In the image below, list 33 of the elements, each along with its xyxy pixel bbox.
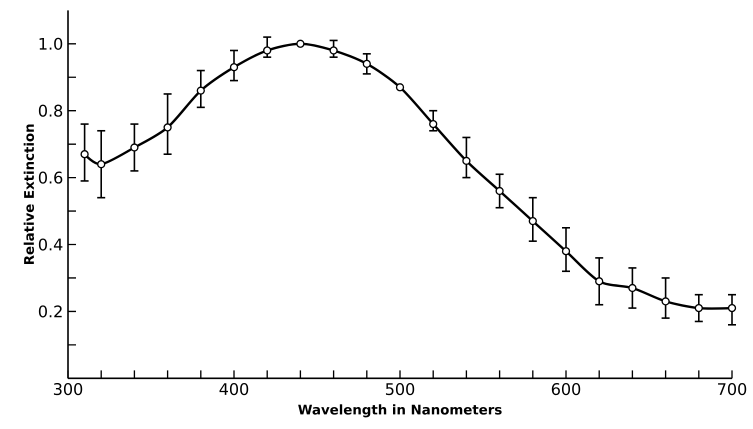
point [728, 304, 736, 312]
point [694, 304, 703, 312]
point [528, 216, 537, 226]
point [362, 60, 371, 68]
point [661, 297, 670, 306]
y-tick-label: 0.6 [38, 172, 62, 184]
point [230, 63, 238, 72]
y-tick-label: 0.2 [38, 305, 62, 318]
point [429, 120, 438, 128]
x-tick-label: 600 [552, 383, 580, 396]
point [396, 83, 404, 92]
point [296, 40, 305, 48]
point [562, 247, 570, 256]
y-tick-label: 1.0 [40, 38, 62, 50]
y-axis-title: Relative Extinction [24, 124, 34, 264]
point [130, 143, 139, 152]
point [329, 46, 338, 55]
point [628, 284, 637, 292]
y-tick-label: 0.4 [38, 238, 62, 251]
point [462, 156, 471, 166]
x-tick-label: 700 [718, 383, 746, 396]
x-tick-label: 500 [386, 383, 414, 396]
point [263, 46, 272, 55]
point [80, 150, 89, 158]
point [196, 86, 205, 95]
x-axis-title: Wavelength in Nanometers [298, 404, 502, 418]
y-tick-label: 0.8 [38, 104, 62, 117]
point [495, 186, 504, 196]
point [163, 123, 172, 132]
point [97, 160, 106, 168]
x-tick-label: 300 [54, 383, 82, 396]
x-tick-label: 400 [220, 383, 248, 396]
point [595, 277, 604, 286]
